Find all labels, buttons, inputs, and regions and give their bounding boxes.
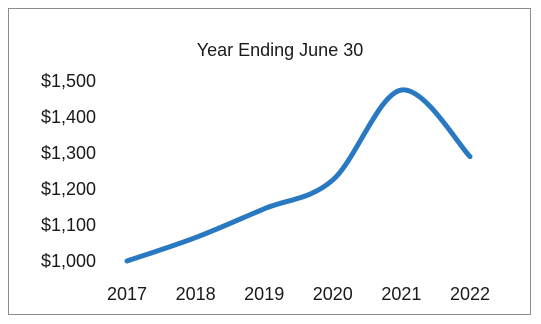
x-axis-ticks: 2017 2018 2019 2020 2021 2022 <box>107 284 490 304</box>
x-tick-label: 2017 <box>107 284 147 304</box>
y-tick-label: $1,200 <box>41 179 96 199</box>
y-axis-ticks: $1,000 $1,100 $1,200 $1,300 $1,400 $1,500 <box>41 71 96 271</box>
y-tick-label: $1,100 <box>41 215 96 235</box>
y-tick-label: $1,000 <box>41 251 96 271</box>
series-line <box>124 87 473 264</box>
series-group <box>124 87 473 264</box>
chart-title: Year Ending June 30 <box>197 40 363 60</box>
x-tick-label: 2022 <box>450 284 490 304</box>
y-tick-label: $1,500 <box>41 71 96 91</box>
y-tick-label: $1,400 <box>41 107 96 127</box>
x-tick-label: 2018 <box>176 284 216 304</box>
x-tick-label: 2020 <box>313 284 353 304</box>
y-tick-label: $1,300 <box>41 143 96 163</box>
x-tick-label: 2021 <box>381 284 421 304</box>
x-tick-label: 2019 <box>244 284 284 304</box>
chart-frame <box>8 8 531 315</box>
